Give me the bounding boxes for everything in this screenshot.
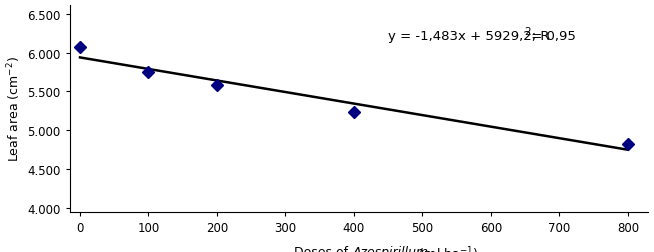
Text: Doses of: Doses of	[294, 245, 353, 252]
Text: Azospirillum: Azospirillum	[353, 245, 428, 252]
Y-axis label: Leaf area (cm$^{-2}$): Leaf area (cm$^{-2}$)	[5, 56, 23, 162]
Text: (ml ha$^{-1}$): (ml ha$^{-1}$)	[415, 245, 478, 252]
Text: 2: 2	[524, 27, 530, 37]
Text: y = -1,483x + 5929,2; R: y = -1,483x + 5929,2; R	[388, 30, 550, 43]
Text: = 0,95: = 0,95	[526, 30, 576, 43]
